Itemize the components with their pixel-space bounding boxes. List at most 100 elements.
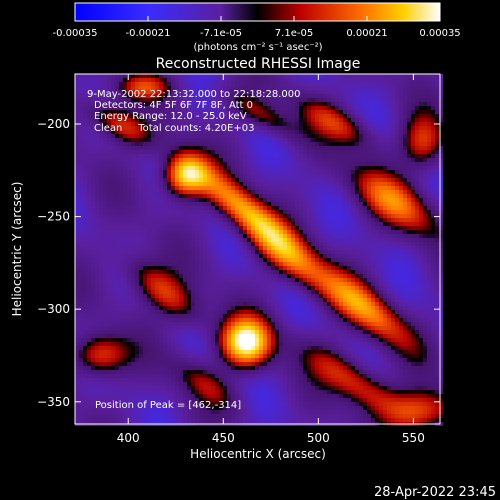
heatmap-cell	[295, 182, 299, 186]
heatmap-cell	[239, 234, 243, 238]
heatmap-cell	[155, 262, 159, 266]
heatmap-cell	[239, 266, 243, 270]
heatmap-cell	[375, 258, 379, 262]
heatmap-cell	[203, 82, 207, 86]
heatmap-cell	[419, 230, 423, 234]
heatmap-cell	[119, 150, 123, 154]
heatmap-cell	[343, 210, 347, 214]
heatmap-cell	[107, 210, 111, 214]
heatmap-cell	[79, 118, 83, 122]
heatmap-cell	[187, 238, 191, 242]
heatmap-cell	[147, 94, 151, 98]
heatmap-cell	[275, 142, 279, 146]
heatmap-cell	[107, 222, 111, 226]
heatmap-cell	[239, 142, 243, 146]
heatmap-cell	[79, 170, 83, 174]
heatmap-cell	[171, 226, 175, 230]
heatmap-cell	[223, 114, 227, 118]
heatmap-cell	[375, 146, 379, 150]
heatmap-cell	[279, 190, 283, 194]
heatmap-cell	[351, 230, 355, 234]
heatmap-cell	[295, 286, 299, 290]
heatmap-cell	[211, 250, 215, 254]
heatmap-cell	[263, 194, 267, 198]
heatmap-cell	[163, 278, 167, 282]
heatmap-cell	[419, 162, 423, 166]
heatmap-cell	[247, 174, 251, 178]
heatmap-cell	[191, 134, 195, 138]
heatmap-cell	[251, 242, 255, 246]
heatmap-cell	[203, 150, 207, 154]
heatmap-cell	[387, 258, 391, 262]
heatmap-cell	[379, 150, 383, 154]
heatmap-cell	[387, 122, 391, 126]
heatmap-cell	[231, 250, 235, 254]
heatmap-cell	[351, 258, 355, 262]
heatmap-cell	[367, 214, 371, 218]
heatmap-cell	[131, 82, 135, 86]
heatmap-cell	[279, 158, 283, 162]
heatmap-cell	[335, 178, 339, 182]
heatmap-cell	[259, 94, 263, 98]
heatmap-cell	[159, 198, 163, 202]
heatmap-cell	[175, 178, 179, 182]
heatmap-cell	[367, 174, 371, 178]
heatmap-cell	[267, 162, 271, 166]
heatmap-cell	[127, 90, 131, 94]
heatmap-cell	[351, 126, 355, 130]
heatmap-cell	[107, 162, 111, 166]
heatmap-cell	[299, 234, 303, 238]
heatmap-cell	[323, 162, 327, 166]
heatmap-cell	[195, 134, 199, 138]
heatmap-cell	[263, 282, 267, 286]
heatmap-cell	[211, 142, 215, 146]
heatmap-cell	[151, 82, 155, 86]
heatmap-cell	[83, 190, 87, 194]
heatmap-cell	[75, 286, 79, 290]
heatmap-cell	[131, 262, 135, 266]
heatmap-cell	[223, 198, 227, 202]
heatmap-cell	[315, 126, 319, 130]
heatmap-cell	[387, 230, 391, 234]
heatmap-cell	[167, 210, 171, 214]
heatmap-cell	[279, 110, 283, 114]
heatmap-cell	[399, 138, 403, 142]
heatmap-cell	[327, 218, 331, 222]
heatmap-cell	[235, 142, 239, 146]
heatmap-cell	[275, 158, 279, 162]
heatmap-cell	[351, 134, 355, 138]
heatmap-cell	[227, 246, 231, 250]
heatmap-cell	[315, 198, 319, 202]
heatmap-cell	[235, 214, 239, 218]
heatmap-cell	[355, 274, 359, 278]
heatmap-cell	[335, 254, 339, 258]
heatmap-cell	[327, 122, 331, 126]
heatmap-cell	[283, 170, 287, 174]
heatmap-cell	[139, 250, 143, 254]
heatmap-cell	[123, 274, 127, 278]
heatmap-cell	[395, 186, 399, 190]
heatmap-cell	[255, 222, 259, 226]
heatmap-cell	[103, 254, 107, 258]
heatmap-cell	[311, 158, 315, 162]
heatmap-cell	[355, 226, 359, 230]
heatmap-cell	[331, 82, 335, 86]
heatmap-cell	[275, 286, 279, 290]
heatmap-cell	[351, 114, 355, 118]
heatmap-cell	[179, 126, 183, 130]
heatmap-cell	[219, 150, 223, 154]
heatmap-cell	[319, 254, 323, 258]
heatmap-cell	[291, 150, 295, 154]
heatmap-cell	[179, 246, 183, 250]
heatmap-cell	[79, 290, 83, 294]
heatmap-cell	[267, 74, 271, 78]
heatmap-cell	[111, 114, 115, 118]
heatmap-cell	[267, 194, 271, 198]
heatmap-cell	[435, 114, 439, 118]
heatmap-cell	[175, 250, 179, 254]
heatmap-cell	[291, 194, 295, 198]
heatmap-cell	[355, 158, 359, 162]
heatmap-cell	[371, 86, 375, 90]
heatmap-cell	[115, 202, 119, 206]
heatmap-cell	[299, 190, 303, 194]
